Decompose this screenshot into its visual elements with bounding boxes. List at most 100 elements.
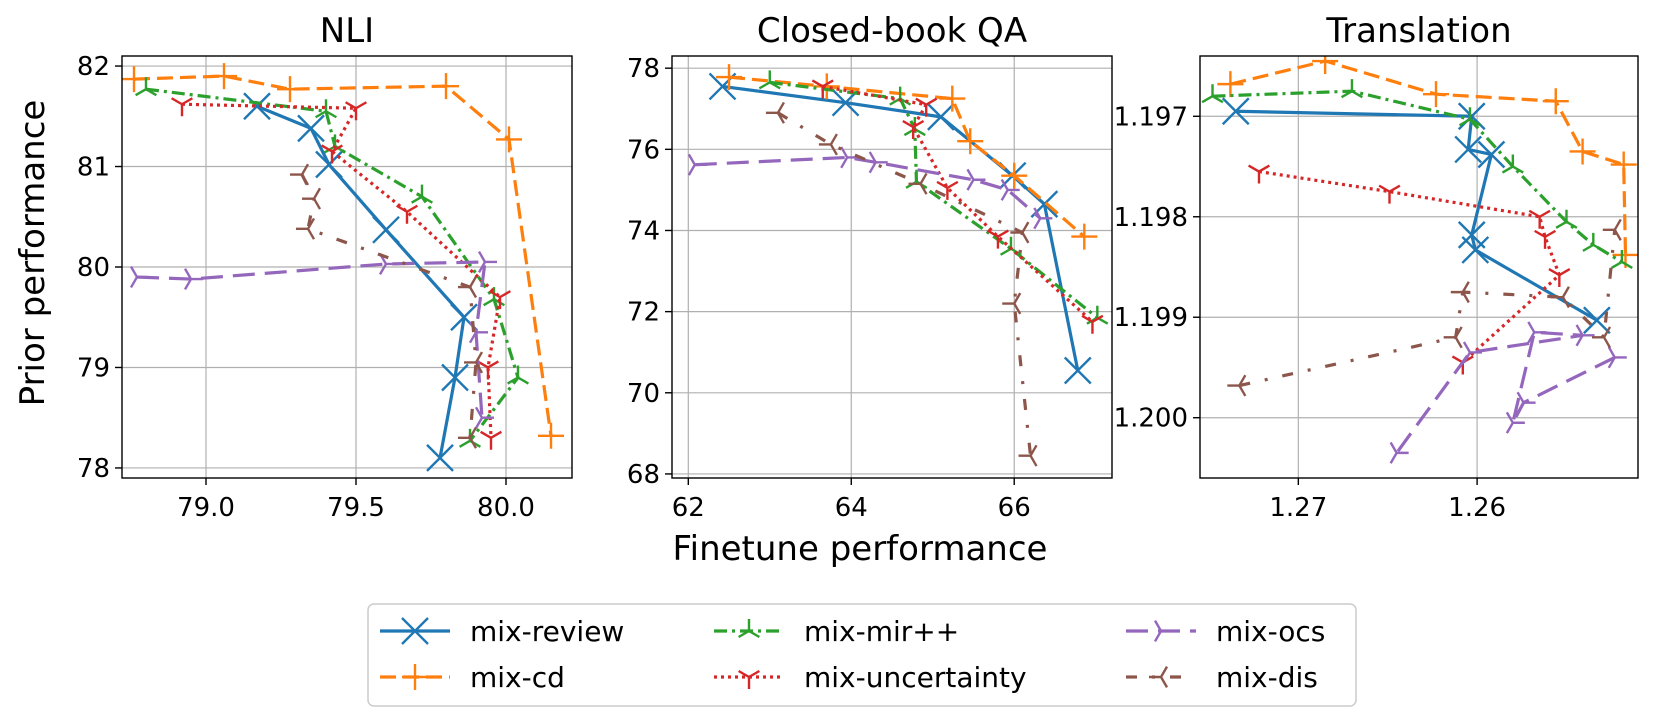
axes-frame: [1199, 55, 1639, 479]
point-mix-uncertainty: [986, 229, 1009, 249]
x-tick-label: 79.5: [327, 493, 385, 523]
point-mix-dis: [1550, 286, 1570, 309]
axes-frame: [671, 55, 1113, 479]
legend: mix-review mix-cd mix-mir++ mix-uncertainty…: [367, 603, 1357, 707]
point-mix-cd: [433, 73, 459, 100]
point-mix-ocs: [1033, 207, 1053, 230]
point-mix-dis: [908, 172, 928, 195]
point-mix-uncertainty: [1248, 164, 1270, 184]
point-mix-mir++: [1458, 107, 1481, 127]
point-mix-ocs: [1000, 178, 1020, 201]
grid: [672, 56, 1112, 478]
legend-marker: [402, 664, 428, 690]
legend-entry-mix-uncertainty: mix-uncertainty: [714, 661, 1027, 694]
series-group: [687, 64, 1109, 467]
series-line-mix-uncertainty: [822, 84, 1094, 323]
point-mix-review: [372, 215, 400, 244]
legend-marker: [738, 669, 760, 689]
point-mix-ocs: [477, 250, 497, 273]
point-mix-mir++: [507, 365, 529, 385]
point-mix-review: [1477, 140, 1506, 169]
y-tick-label: 68: [627, 460, 660, 490]
point-mix-cd: [1001, 162, 1028, 189]
point-mix-mir++: [1501, 154, 1524, 174]
grid: [1200, 56, 1638, 478]
point-mix-mir++: [315, 99, 337, 119]
series-line-mix-dis: [1238, 229, 1617, 388]
y-tick-label: 78: [627, 54, 660, 84]
point-mix-mir++: [758, 70, 781, 90]
panel-title: Translation: [1325, 11, 1511, 51]
point-mix-ocs: [868, 151, 888, 174]
point-mix-ocs: [474, 406, 494, 429]
legend-label: mix-mir++: [804, 615, 959, 648]
series-line-mix-mir++: [145, 87, 520, 442]
y-tick-label: 70: [627, 379, 660, 409]
point-mix-mir++: [1340, 79, 1363, 99]
x-tick-label: 62: [672, 493, 705, 523]
series-line-mix-cd: [1230, 59, 1628, 255]
x-tick-label: 66: [998, 493, 1031, 523]
point-mix-dis: [458, 426, 478, 449]
point-mix-ocs: [687, 153, 707, 176]
legend-marker: [1149, 666, 1169, 688]
point-mix-dis: [464, 351, 484, 374]
series-line-mix-dis: [300, 173, 478, 438]
point-mix-uncertainty: [1081, 314, 1104, 334]
y-axis-label: Prior performance: [13, 100, 53, 407]
point-mix-uncertainty: [1548, 267, 1571, 288]
point-mix-cd: [716, 64, 743, 91]
x-tick-label: 79.0: [177, 493, 235, 523]
y-tick-label: 1.200: [1114, 404, 1188, 434]
point-mix-dis: [818, 133, 838, 156]
legend-entry-mix-cd: mix-cd: [380, 661, 565, 694]
point-mix-review: [441, 363, 469, 392]
y-tick-label: 79: [77, 353, 110, 383]
x-tick-label: 1.26: [1448, 493, 1506, 523]
y-tick-label: 1.198: [1114, 203, 1188, 233]
legend-box: [367, 603, 1357, 707]
x-tick-label: 80.0: [477, 493, 535, 523]
point-mix-ocs: [1505, 411, 1525, 434]
point-mix-cd: [1312, 56, 1339, 75]
x-tick-label: 64: [835, 493, 868, 523]
point-mix-uncertainty: [902, 119, 925, 140]
point-mix-uncertainty: [936, 180, 959, 200]
panels: 79.0 79.5 80.0 78 79 80 81 82 NLI 62 64 66 68 70 72 74 7…: [77, 11, 1639, 523]
point-mix-review: [1461, 236, 1490, 264]
point-mix-cd: [1071, 223, 1098, 250]
legend-marker: [401, 617, 429, 645]
point-mix-review: [927, 103, 955, 131]
y-tick-label: 82: [77, 52, 110, 82]
point-mix-dis: [1602, 218, 1622, 241]
point-mix-cd: [1422, 81, 1449, 108]
series-line-mix-review: [256, 104, 466, 459]
point-mix-dis: [765, 101, 785, 124]
point-mix-mir++: [1582, 232, 1605, 252]
series-line-mix-ocs: [136, 260, 487, 418]
point-mix-uncertainty: [480, 430, 502, 450]
point-mix-dis: [1227, 374, 1247, 397]
y-tick-label: 81: [77, 153, 110, 183]
legend-marker: [738, 619, 760, 639]
point-mix-dis: [1450, 281, 1470, 304]
series-line-mix-dis: [777, 111, 1033, 456]
series-line-mix-uncertainty: [1258, 169, 1561, 364]
point-mix-dis: [1010, 221, 1030, 244]
point-mix-mir++: [1610, 249, 1633, 270]
series-group: [1201, 56, 1638, 464]
point-mix-dis: [1592, 326, 1612, 349]
point-mix-uncertainty: [1534, 229, 1557, 249]
point-mix-cd: [1610, 151, 1637, 178]
point-mix-mir++: [889, 86, 912, 106]
point-mix-dis: [296, 217, 316, 240]
point-mix-uncertainty: [489, 290, 511, 310]
point-mix-cd: [939, 85, 966, 112]
series-line-mix-cd: [728, 75, 1086, 238]
point-mix-ocs: [1575, 324, 1595, 347]
point-mix-mir++: [135, 77, 157, 97]
point-mix-uncertainty: [811, 79, 834, 99]
point-mix-review: [426, 444, 454, 472]
point-mix-dis: [302, 187, 322, 210]
point-mix-cd: [122, 66, 147, 93]
